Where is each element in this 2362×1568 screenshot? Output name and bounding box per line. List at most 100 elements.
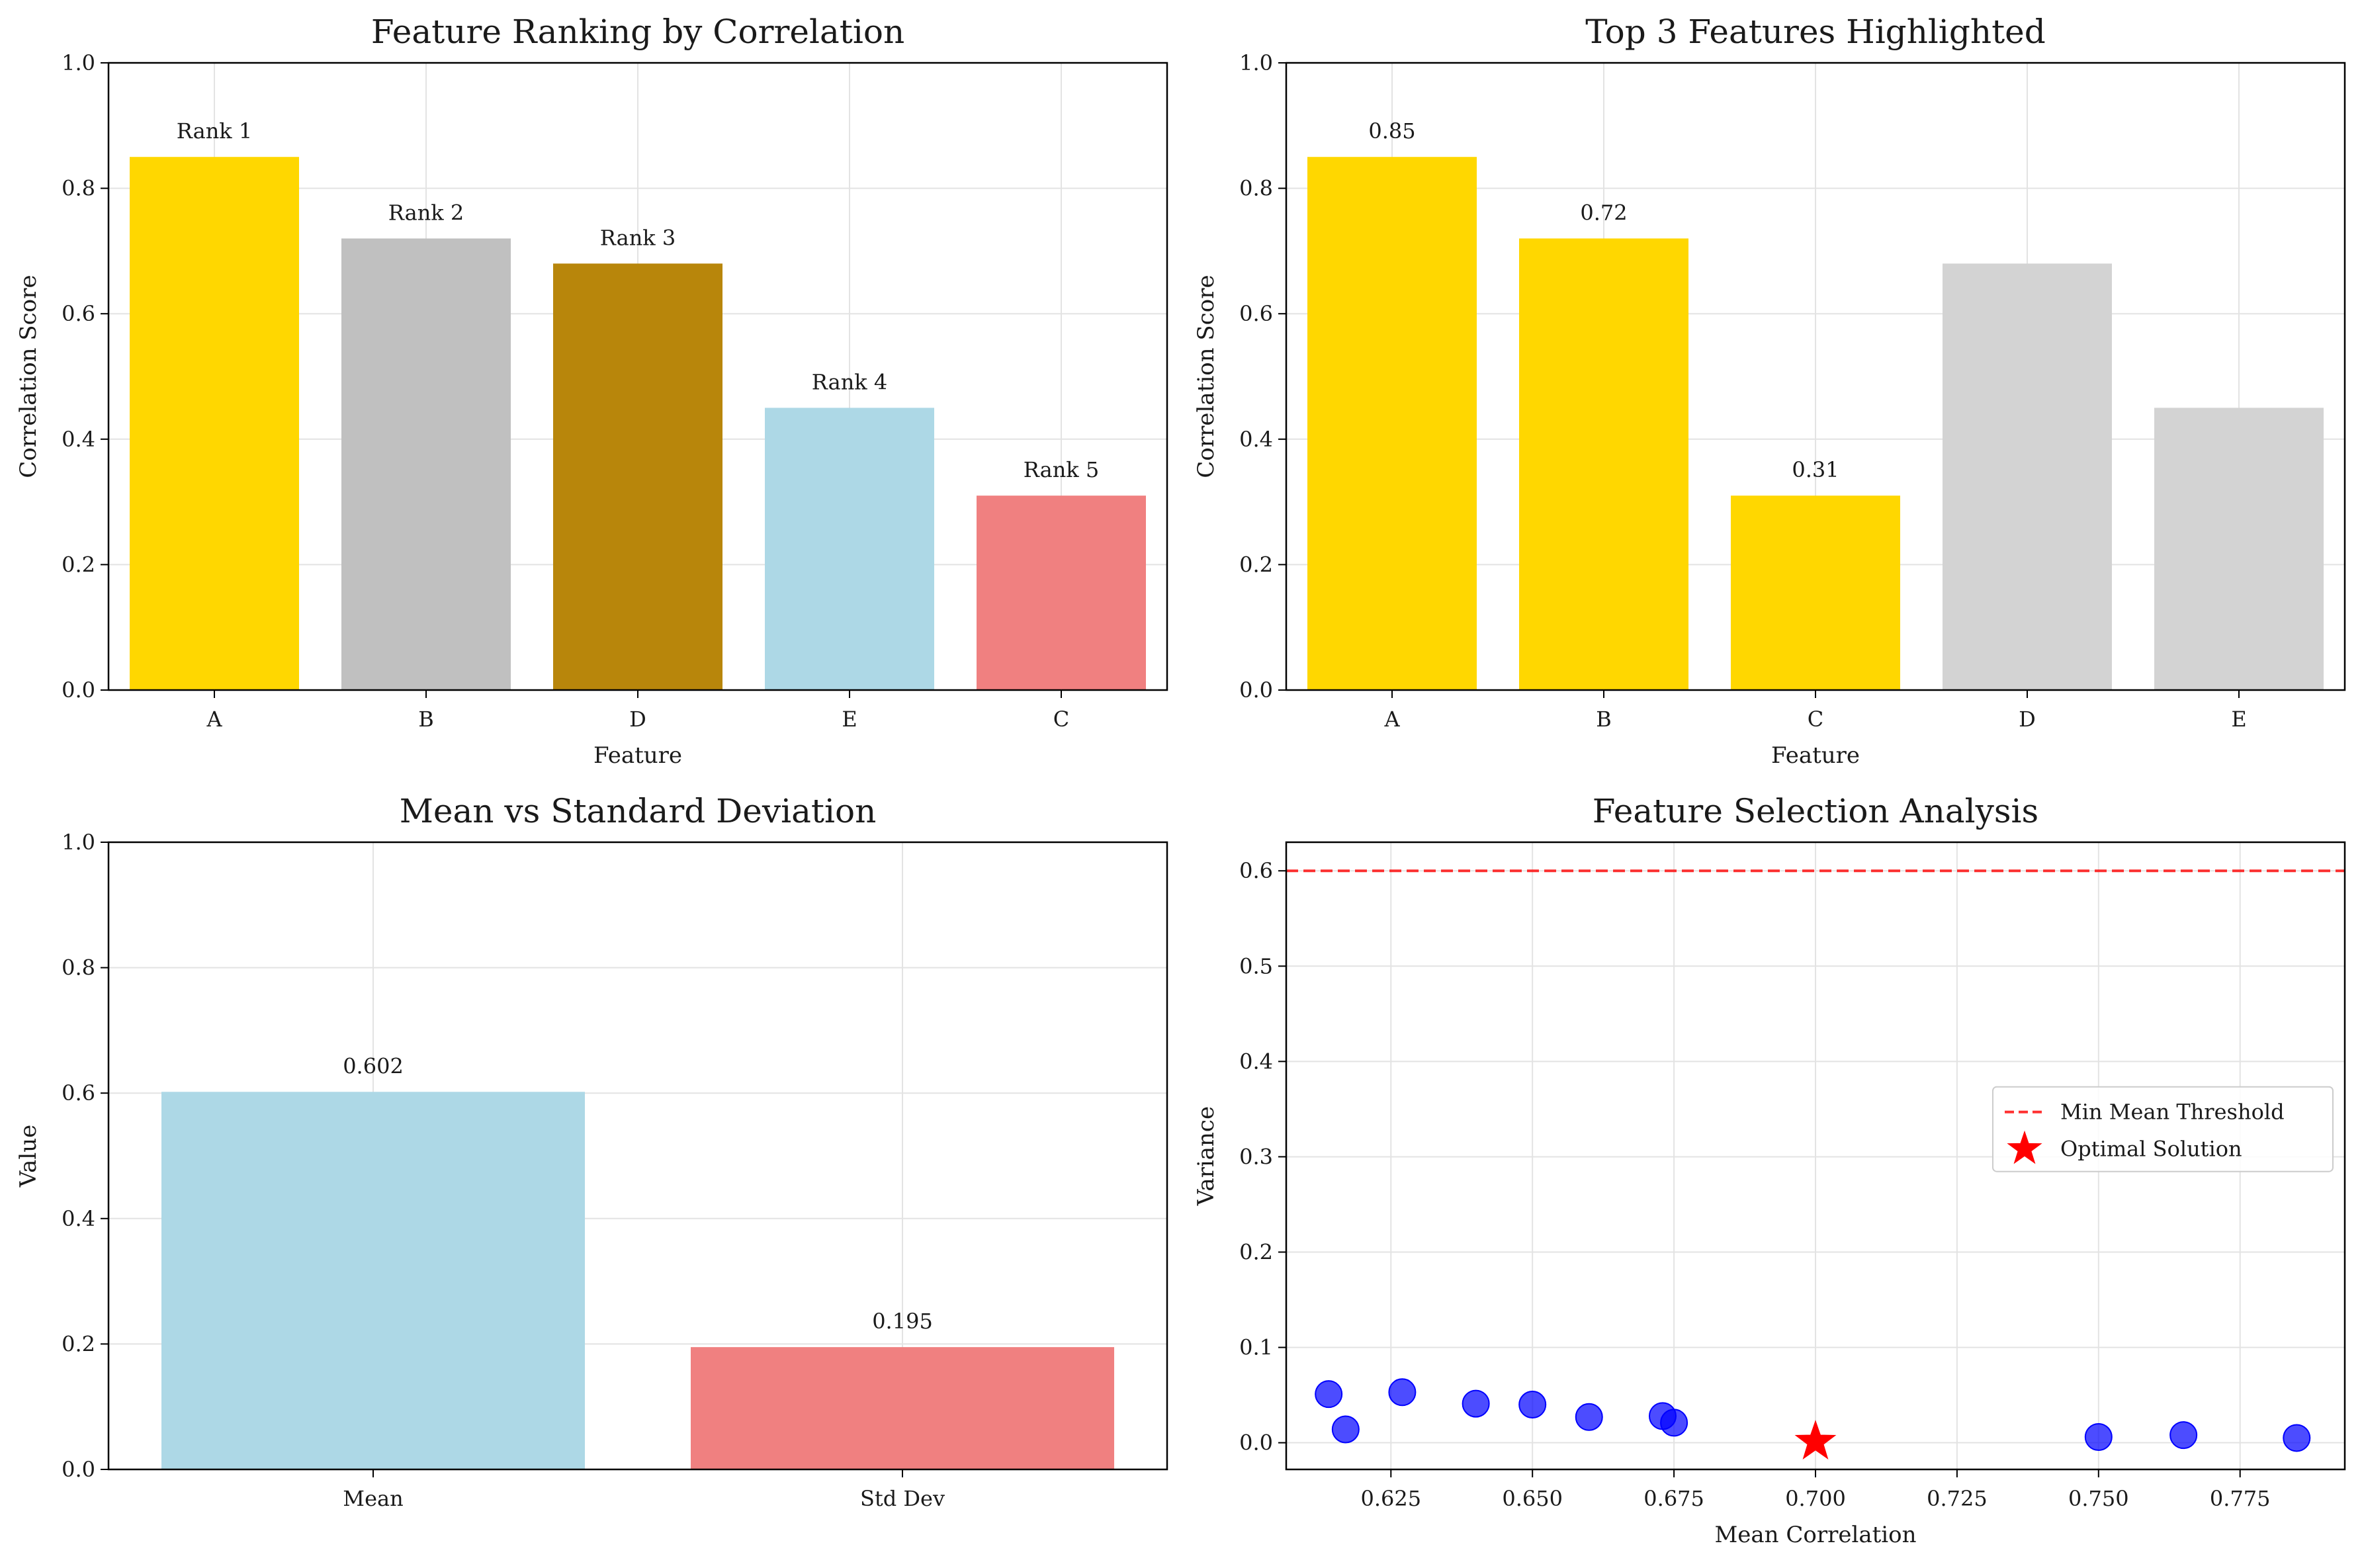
y-tick-label: 0.4 <box>1239 427 1273 452</box>
bar-data-label: Rank 4 <box>812 369 887 394</box>
y-tick-label: 0.8 <box>62 955 95 980</box>
bar-a <box>1307 157 1477 690</box>
y-tick-label: 0.6 <box>1239 301 1273 326</box>
y-tick-label: 0.2 <box>62 552 95 577</box>
bar-b <box>341 238 511 690</box>
scatter-point <box>1660 1409 1688 1437</box>
x-tick-label: 0.700 <box>1785 1486 1846 1511</box>
legend-box <box>1992 1086 2334 1172</box>
scatter-point <box>1518 1391 1547 1419</box>
bar-data-label: Rank 1 <box>177 118 252 144</box>
y-tick-label: 1.0 <box>62 50 95 75</box>
bar-data-label: 0.85 <box>1368 118 1415 144</box>
y-axis-label: Value <box>15 1125 42 1188</box>
scatter-point <box>1331 1415 1360 1444</box>
y-tick-label: 0.4 <box>62 1206 95 1231</box>
bar-std-dev <box>691 1347 1114 1469</box>
y-tick-label: 0.0 <box>1239 677 1273 703</box>
scatter-point <box>2169 1421 2198 1450</box>
y-axis-label: Correlation Score <box>1193 275 1219 478</box>
optimal-solution-marker <box>1794 1420 1837 1459</box>
bar-e <box>765 408 934 690</box>
legend: Min Mean Threshold Optimal Solution <box>1992 1086 2334 1172</box>
x-tick-label: Std Dev <box>860 1486 945 1511</box>
x-tick-label: C <box>1053 707 1069 732</box>
x-axis-label: Feature <box>1771 742 1860 769</box>
x-tick-label: E <box>2231 707 2246 732</box>
y-tick-label: 0.0 <box>1239 1430 1273 1456</box>
bar-data-label: Rank 2 <box>388 200 464 225</box>
x-tick-label: 0.750 <box>2068 1486 2129 1511</box>
scatter-point <box>1575 1403 1603 1431</box>
x-tick-label: D <box>2019 707 2036 732</box>
y-tick-label: 0.0 <box>62 677 95 703</box>
axes-frame <box>1285 62 2346 691</box>
bar-c <box>977 496 1146 690</box>
x-tick-label: 0.650 <box>1502 1486 1563 1511</box>
legend-star-icon <box>2007 1130 2042 1164</box>
x-tick-label: B <box>1596 707 1612 732</box>
bar-d <box>1943 263 2112 690</box>
x-tick-label: E <box>842 707 857 732</box>
bar-a <box>130 157 299 690</box>
y-tick-label: 0.5 <box>1239 953 1273 979</box>
y-tick-label: 0.2 <box>1239 552 1273 577</box>
scatter-point <box>1462 1389 1490 1418</box>
y-axis-label: Correlation Score <box>15 275 42 478</box>
x-tick-label: A <box>1383 707 1400 732</box>
bar-chart-3: 0.0 0.2 0.4 0.6 0.8 1.0 Mean vs Standard Devia… <box>15 792 1168 1511</box>
legend-threshold-label: Min Mean Threshold <box>2060 1100 2285 1125</box>
x-tick-label: 0.725 <box>1927 1486 1988 1511</box>
bar-chart-1: 0.0 0.2 0.4 0.6 0.8 1.0 Feature Ranking by Cor… <box>15 13 1168 769</box>
x-tick-label: 0.625 <box>1360 1486 1421 1511</box>
y-tick-label: 1.0 <box>62 830 95 855</box>
bar-data-label: 0.602 <box>343 1053 404 1078</box>
y-tick-label: 0.4 <box>62 427 95 452</box>
y-tick-label: 0.2 <box>62 1331 95 1356</box>
y-tick-label: 1.0 <box>1239 50 1273 75</box>
bar-data-label: 0.72 <box>1580 200 1627 225</box>
y-tick-label: 0.8 <box>1239 176 1273 201</box>
x-tick-label: A <box>206 707 222 732</box>
bar-data-label: 0.31 <box>1792 457 1839 482</box>
axes-frame <box>1285 841 2346 1471</box>
x-axis-label: Mean Correlation <box>1714 1522 1916 1548</box>
x-tick-label: B <box>418 707 434 732</box>
chart-title: Top 3 Features Highlighted <box>1585 13 2046 51</box>
y-tick-label: 0.6 <box>1239 858 1273 883</box>
x-axis-label: Feature <box>593 742 682 769</box>
scatter-point <box>2283 1424 2311 1452</box>
bar-data-label: Rank 5 <box>1024 457 1099 482</box>
scatter-chart: 0.625 0.650 0.675 0.700 0.725 0.750 0.775 0.0 0.… <box>1193 792 2346 1548</box>
y-tick-label: 0.3 <box>1239 1144 1273 1169</box>
x-tick-label: 0.675 <box>1643 1486 1704 1511</box>
y-tick-label: 0.2 <box>1239 1240 1273 1265</box>
x-tick-label: Mean <box>343 1486 403 1511</box>
bar-e <box>2154 408 2324 690</box>
y-tick-label: 0.4 <box>1239 1049 1273 1074</box>
x-tick-label: C <box>1808 707 1823 732</box>
scatter-point <box>1315 1380 1343 1409</box>
axes-frame <box>107 62 1168 691</box>
chart-title: Mean vs Standard Deviation <box>400 792 877 830</box>
bar-c <box>1731 496 1900 690</box>
y-axis-label: Variance <box>1193 1106 1219 1206</box>
y-tick-label: 0.1 <box>1239 1335 1273 1360</box>
bar-d <box>553 263 722 690</box>
scatter-point <box>1388 1378 1417 1407</box>
x-tick-label: 0.775 <box>2210 1486 2271 1511</box>
bar-chart-2: 0.0 0.2 0.4 0.6 0.8 1.0 Top 3 Features Highlig… <box>1193 13 2346 769</box>
legend-optimal-label: Optimal Solution <box>2060 1137 2242 1162</box>
chart-title: Feature Selection Analysis <box>1593 792 2038 830</box>
x-tick-label: D <box>629 707 646 732</box>
y-tick-label: 0.6 <box>62 301 95 326</box>
bar-mean <box>161 1092 585 1469</box>
y-tick-label: 0.6 <box>62 1080 95 1106</box>
bar-data-label: Rank 3 <box>600 225 676 250</box>
chart-title: Feature Ranking by Correlation <box>371 13 904 51</box>
scatter-point <box>2084 1423 2113 1452</box>
axes-frame <box>107 841 1168 1471</box>
y-tick-label: 0.8 <box>62 176 95 201</box>
bar-data-label: 0.195 <box>872 1309 933 1334</box>
